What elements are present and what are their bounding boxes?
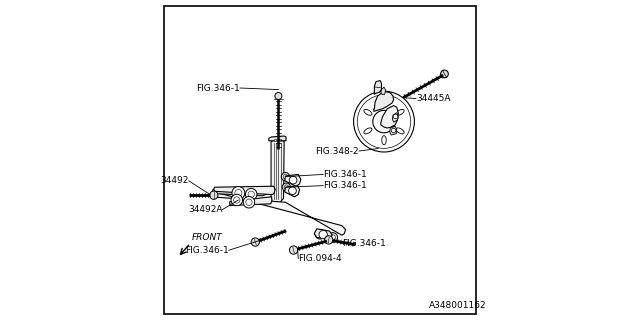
Text: 34492A: 34492A [188, 205, 223, 214]
Circle shape [441, 70, 448, 78]
Ellipse shape [381, 136, 387, 145]
Circle shape [243, 196, 255, 208]
Text: FIG.346-1: FIG.346-1 [323, 170, 367, 179]
Circle shape [210, 191, 218, 199]
Polygon shape [390, 126, 397, 135]
Text: FIG.348-2: FIG.348-2 [316, 147, 359, 156]
Polygon shape [212, 187, 269, 196]
Circle shape [232, 187, 245, 199]
Text: FIG.346-1: FIG.346-1 [196, 84, 240, 92]
Polygon shape [271, 140, 284, 204]
Polygon shape [374, 81, 381, 94]
Text: FIG.346-1: FIG.346-1 [342, 239, 385, 248]
Circle shape [275, 92, 282, 100]
Circle shape [330, 235, 335, 240]
Circle shape [246, 188, 257, 200]
Circle shape [283, 174, 288, 179]
Circle shape [317, 232, 323, 237]
Circle shape [282, 172, 290, 181]
Circle shape [289, 246, 298, 254]
Circle shape [231, 194, 243, 206]
Circle shape [289, 187, 296, 195]
Circle shape [354, 91, 415, 152]
Polygon shape [314, 229, 332, 239]
Ellipse shape [396, 109, 404, 115]
Polygon shape [392, 113, 398, 122]
Text: FIG.346-1: FIG.346-1 [323, 181, 367, 190]
Polygon shape [285, 174, 301, 186]
Polygon shape [285, 186, 300, 197]
Polygon shape [381, 87, 385, 94]
Circle shape [319, 230, 328, 239]
Polygon shape [230, 197, 272, 205]
Circle shape [392, 128, 396, 133]
Text: 34445A: 34445A [416, 94, 451, 103]
Circle shape [315, 229, 325, 239]
Circle shape [289, 176, 297, 184]
Text: 34492: 34492 [161, 176, 189, 185]
Circle shape [284, 185, 289, 189]
Circle shape [393, 114, 398, 119]
Polygon shape [269, 136, 286, 141]
Circle shape [372, 110, 396, 133]
Text: FIG.346-1: FIG.346-1 [185, 246, 229, 255]
Ellipse shape [364, 128, 372, 134]
Polygon shape [374, 91, 394, 111]
Text: FRONT: FRONT [192, 233, 223, 242]
Text: A348001162: A348001162 [429, 301, 486, 310]
Bar [275, 139, 280, 141]
Circle shape [282, 183, 291, 191]
Text: FIG.094-4: FIG.094-4 [298, 254, 342, 263]
Circle shape [324, 236, 333, 244]
Polygon shape [214, 192, 346, 235]
Ellipse shape [364, 109, 372, 115]
Circle shape [328, 233, 338, 242]
Circle shape [251, 238, 259, 246]
Ellipse shape [396, 128, 404, 134]
Polygon shape [381, 106, 398, 128]
Ellipse shape [381, 99, 387, 108]
Polygon shape [214, 186, 275, 195]
